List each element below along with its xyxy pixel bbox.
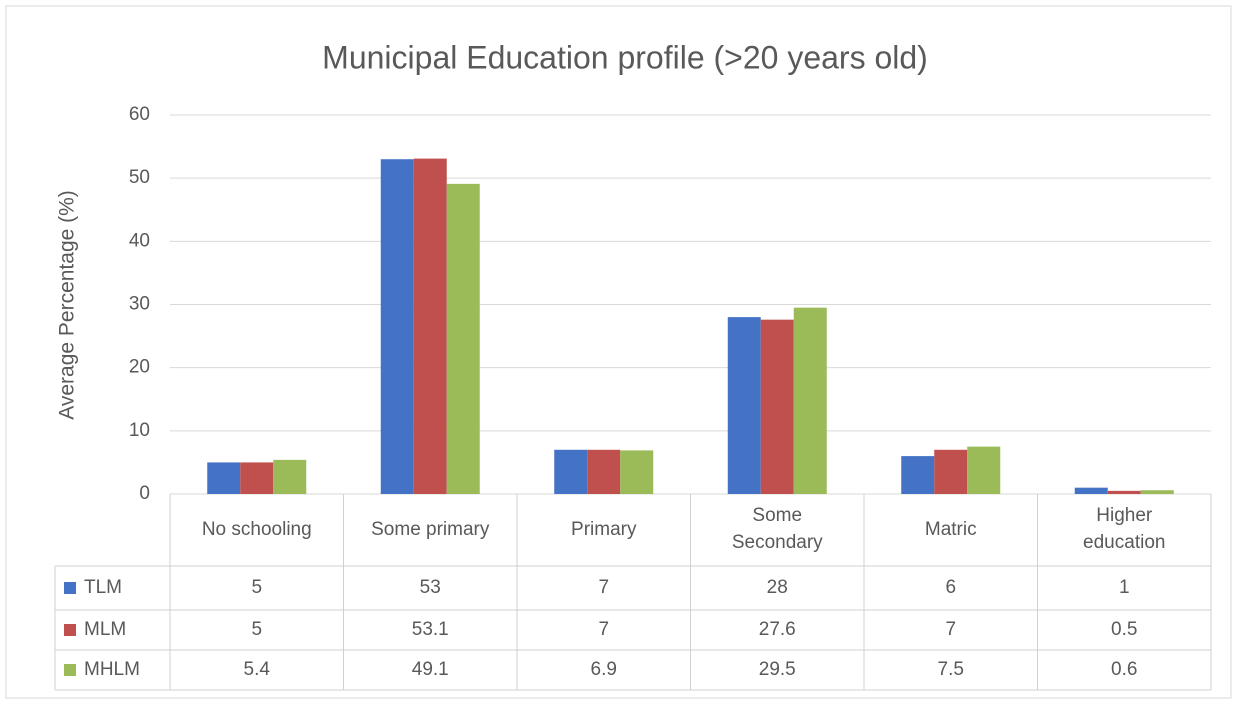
x-tick-label: Some primary (371, 518, 490, 540)
table-value: 6 (945, 577, 956, 598)
bar (446, 183, 480, 494)
y-tick-label: 10 (129, 420, 150, 441)
table-value: 29.5 (759, 659, 796, 680)
table-value: 1 (1119, 577, 1130, 598)
legend-swatch (64, 624, 76, 636)
bar (793, 307, 827, 494)
y-tick-label: 30 (129, 294, 150, 315)
legend-swatch (64, 582, 76, 594)
y-tick-label: 20 (129, 357, 150, 378)
x-tick-label-box: Some Secondary (691, 494, 865, 566)
bar (413, 158, 447, 494)
y-tick-label: 60 (129, 104, 150, 125)
x-tick-label: Matric (924, 518, 977, 540)
table-value: 7 (945, 619, 956, 640)
table-value: 5 (251, 577, 262, 598)
bar (554, 449, 588, 494)
table-value: 53 (420, 577, 441, 598)
x-tick-label-box: No schooling (170, 494, 344, 566)
x-tick-label-box: Higher education (1038, 494, 1212, 566)
legend-label: MLM (84, 619, 126, 640)
chart-border (5, 5, 1232, 699)
x-tick-label-wrap: Some primary (344, 494, 518, 566)
table-value: 53.1 (412, 619, 449, 640)
x-tick-label-wrap: No schooling (170, 494, 344, 566)
x-tick-label: No schooling (201, 518, 312, 540)
table-value: 5.4 (244, 659, 271, 680)
x-tick-label-box: Matric (864, 494, 1038, 566)
table-value: 0.6 (1111, 659, 1137, 680)
bar (273, 459, 307, 494)
bar (380, 159, 414, 494)
x-tick-label-box: Some primary (344, 494, 518, 566)
table-value: 7.5 (938, 659, 964, 680)
table-value: 7 (598, 619, 609, 640)
table-value: 7 (598, 577, 609, 598)
bar (587, 449, 621, 494)
bar (727, 317, 761, 494)
legend-swatch (64, 664, 76, 676)
table-value: 6.9 (591, 659, 617, 680)
x-tick-label: Some Secondary (731, 505, 823, 553)
table-value: 28 (767, 577, 788, 598)
y-tick-label: 40 (129, 230, 150, 251)
bar (1140, 490, 1174, 494)
bar (901, 456, 935, 494)
x-tick-label-wrap: Matric (864, 494, 1038, 566)
legend-label: MHLM (84, 659, 140, 680)
x-tick-label-wrap: Primary (517, 494, 691, 566)
bar (620, 450, 654, 494)
table-value: 0.5 (1111, 619, 1137, 640)
y-tick-label: 0 (139, 483, 150, 504)
bar (760, 319, 794, 494)
x-tick-label-box: Primary (517, 494, 691, 566)
bar (1107, 490, 1141, 494)
bar (240, 462, 274, 494)
legend-label: TLM (84, 577, 122, 598)
y-tick-label: 50 (129, 167, 150, 188)
table-value: 27.6 (759, 619, 796, 640)
x-tick-label-wrap: Higher education (1038, 494, 1212, 566)
x-tick-label-wrap: Some Secondary (691, 494, 865, 566)
table-value: 49.1 (412, 659, 449, 680)
bar (967, 446, 1001, 494)
y-axis-label: Average Percentage (%) (56, 190, 79, 420)
x-tick-label: Higher education (1083, 505, 1166, 553)
bar (1074, 487, 1108, 494)
chart-title: Municipal Education profile (>20 years o… (322, 39, 928, 75)
x-tick-label: Primary (571, 518, 637, 540)
bar (934, 449, 968, 494)
bar (207, 462, 241, 494)
table-value: 5 (251, 619, 262, 640)
